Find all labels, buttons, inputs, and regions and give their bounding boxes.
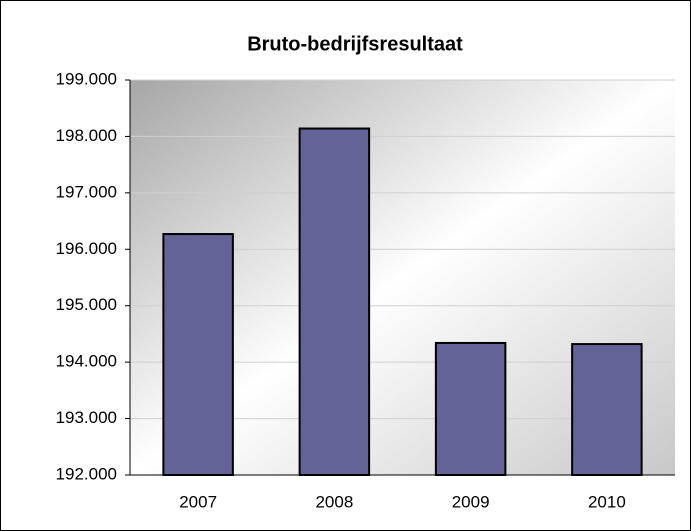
y-tick-label: 196.000 <box>56 239 117 258</box>
y-tick-label: 198.000 <box>56 126 117 145</box>
bar <box>571 343 643 477</box>
y-tick-label: 199.000 <box>56 69 117 88</box>
bar <box>434 341 507 477</box>
x-tick-label: 2008 <box>315 492 353 511</box>
y-tick-label: 197.000 <box>56 182 117 201</box>
x-tick-label: 2010 <box>588 492 626 511</box>
x-tick-label: 2007 <box>179 492 217 511</box>
bar <box>162 233 234 476</box>
chart-title: Bruto-bedrijfsresultaat <box>247 33 463 55</box>
y-tick-label: 192.000 <box>56 464 117 483</box>
y-tick-label: 193.000 <box>56 408 117 427</box>
bar <box>298 127 371 476</box>
y-tick-label: 195.000 <box>56 295 117 314</box>
y-tick-label: 194.000 <box>56 352 117 371</box>
x-tick-label: 2009 <box>452 492 490 511</box>
